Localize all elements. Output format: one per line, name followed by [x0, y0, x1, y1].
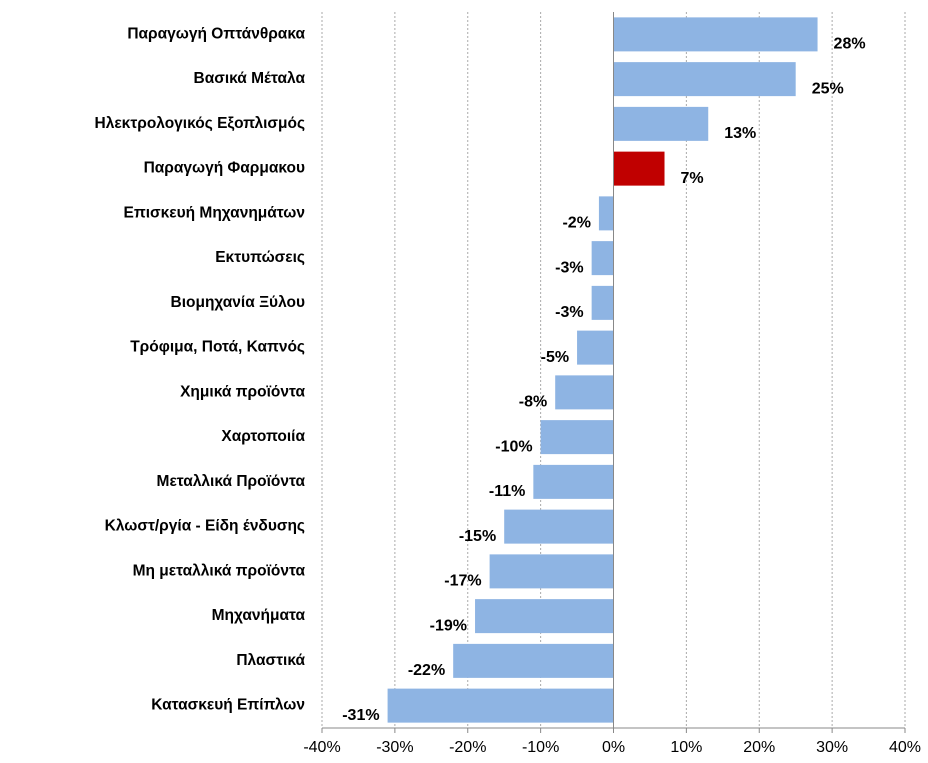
value-label: -31% [342, 707, 379, 724]
bar [475, 599, 614, 634]
value-label: -10% [495, 438, 532, 455]
value-label: -3% [555, 259, 583, 276]
x-tick-label: -20% [449, 739, 486, 756]
value-label: -11% [489, 483, 525, 500]
value-label: 28% [834, 36, 866, 53]
category-label: Εκτυπώσεις [215, 249, 305, 266]
category-label: Παραγωγή Οπτάνθρακα [127, 25, 305, 42]
bar [613, 17, 818, 52]
category-label: Μηχανήματα [212, 607, 306, 624]
category-label: Παραγωγή Φαρμακου [144, 160, 305, 177]
value-label: 13% [724, 125, 756, 142]
x-tick-label: 20% [743, 739, 775, 756]
value-label: -2% [562, 215, 590, 232]
bar [533, 464, 614, 499]
bar [613, 151, 665, 186]
value-label: -5% [541, 349, 569, 366]
value-label: -17% [444, 573, 481, 590]
x-tick-label: -40% [303, 739, 340, 756]
value-label: -19% [430, 617, 467, 634]
category-label: Χαρτοποιία [221, 428, 305, 445]
category-label: Ηλεκτρολογικός Εξοπλισμός [95, 115, 306, 132]
bar [598, 196, 614, 231]
bar [387, 688, 614, 723]
category-label: Τρόφιμα, Ποτά, Καπνός [130, 339, 305, 356]
bar [504, 509, 614, 544]
value-label: 25% [812, 80, 844, 97]
x-tick-label: 40% [889, 739, 921, 756]
value-label: -3% [555, 304, 583, 321]
category-label: Χημικά προϊόντα [180, 383, 305, 400]
category-label: Επισκευή Μηχανημάτων [124, 204, 305, 221]
bar [613, 106, 709, 141]
bar [613, 62, 796, 97]
x-tick-label: 10% [670, 739, 702, 756]
category-label: Μη μεταλλικά προϊόντα [133, 562, 306, 579]
value-label: -15% [459, 528, 496, 545]
value-label: 7% [681, 170, 704, 187]
bar [591, 241, 614, 276]
x-tick-label: 0% [602, 739, 625, 756]
value-label: -22% [408, 662, 445, 679]
category-label: Βιομηχανία Ξύλου [171, 294, 306, 311]
category-label: Βασικά Μέταλα [194, 70, 306, 87]
bar [489, 554, 614, 589]
x-tick-label: -10% [522, 739, 559, 756]
x-tick-label: 30% [816, 739, 848, 756]
bar [591, 285, 614, 320]
category-label: Κλωστ/ργία - Είδη ένδυσης [105, 518, 305, 535]
bar [453, 643, 614, 678]
category-label: Κατασκευή Επίπλων [151, 697, 305, 714]
value-label: -8% [519, 394, 547, 411]
category-label: Πλαστικά [236, 652, 305, 669]
category-label: Μεταλλικά Προϊόντα [157, 473, 306, 490]
x-tick-label: -30% [376, 739, 413, 756]
bar [555, 375, 614, 410]
bar [577, 330, 614, 365]
bar [540, 420, 614, 455]
